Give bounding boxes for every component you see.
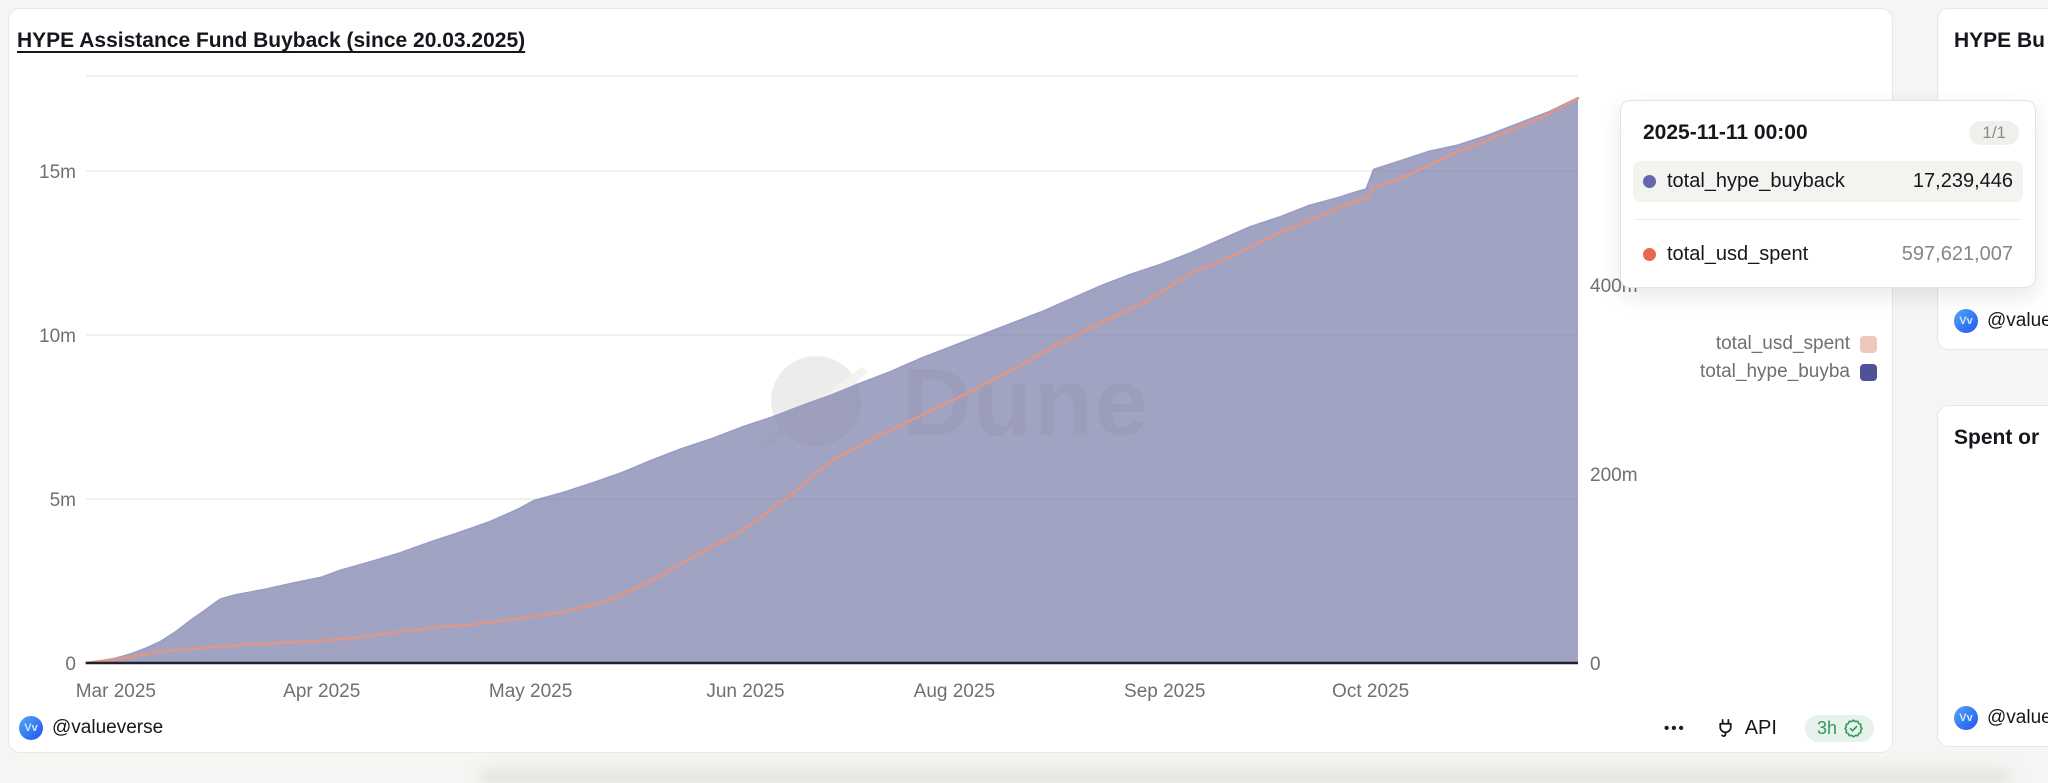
card-title[interactable]: HYPE Bu [1954, 29, 2046, 52]
tooltip-header: 2025-11-11 00:00 1/1 [1633, 119, 2023, 147]
y-left-tick-15m: 15m [39, 162, 76, 183]
line-series-total-usd-spent[interactable] [84, 97, 1580, 665]
chart-author-row: Vv @valueverse [19, 716, 163, 740]
series-value: 17,239,446 [1912, 170, 2013, 192]
tooltip-row-total-usd-spent: total_usd_spent 597,621,007 [1633, 234, 2023, 275]
author-avatar: Vv [19, 716, 43, 740]
y-left-tick-5m: 5m [50, 490, 76, 511]
chart-card-spent-on: Spent or Vv @value [1937, 405, 2048, 747]
series-label: total_hype_buyback [1667, 170, 1845, 192]
series-value: 597,621,007 [1901, 243, 2013, 265]
api-button[interactable]: API [1714, 717, 1777, 740]
legend-label: total_usd_spent [1715, 333, 1850, 354]
freshness-age: 3h [1816, 718, 1837, 738]
author-avatar: Vv [1954, 309, 1978, 333]
legend-item-total-usd-spent[interactable]: total_usd_spent [1716, 333, 1877, 355]
x-tick-Jun-2025: Jun 2025 [706, 681, 784, 702]
api-label: API [1744, 717, 1777, 739]
chart-tooltip: 2025-11-11 00:00 1/1 total_hype_buyback … [1620, 100, 2036, 288]
x-tick-Mar-2025: Mar 2025 [76, 681, 156, 702]
y-right-tick-0: 0 [1590, 654, 1601, 675]
x-tick-Aug-2025: Aug 2025 [914, 681, 995, 702]
y-right-tick-200m: 200m [1590, 465, 1638, 486]
plug-icon [1719, 719, 1732, 737]
author-handle[interactable]: @valueverse [52, 717, 164, 738]
verified-check-icon [1844, 719, 1863, 738]
author-handle[interactable]: @value [1987, 707, 2048, 728]
legend-item-total-hype-buyback[interactable]: total_hype_buyba [1700, 361, 1877, 383]
more-options-button[interactable]: ••• [1663, 720, 1686, 737]
area-series-total-hype-buyback[interactable] [86, 97, 1578, 664]
x-tick-May-2025: May 2025 [489, 681, 572, 702]
tooltip-divider [1635, 219, 2021, 220]
series-label: total_usd_spent [1667, 243, 1809, 265]
tooltip-page-indicator: 1/1 [1969, 121, 2019, 145]
x-tick-Oct-2025: Oct 2025 [1332, 681, 1409, 702]
chart-legend: total_usd_spent total_hype_buyba [1700, 333, 1877, 383]
legend-label: total_hype_buyba [1699, 361, 1850, 382]
chart-author-row: Vv @value [1954, 706, 2048, 730]
author-avatar: Vv [1954, 706, 1978, 730]
next-row-shadow [480, 771, 2010, 783]
freshness-badge[interactable]: 3h [1804, 715, 1874, 742]
tooltip-date: 2025-11-11 00:00 [1643, 121, 1808, 144]
chart-actions: ••• API 3h [1664, 715, 1874, 742]
y-left-tick-0: 0 [65, 654, 76, 675]
legend-swatch-hype [1860, 363, 1877, 381]
y-left-tick-10m: 10m [39, 326, 76, 347]
chart-author-row: Vv @value [1954, 309, 2048, 333]
card-title[interactable]: Spent or [1954, 426, 2040, 449]
series-dot-usd [1643, 248, 1656, 261]
x-tick-Sep-2025: Sep 2025 [1124, 681, 1205, 702]
legend-swatch-usd [1860, 335, 1877, 353]
chart-title-link[interactable]: HYPE Assistance Fund Buyback (since 20.0… [17, 29, 526, 52]
tooltip-row-total-hype-buyback: total_hype_buyback 17,239,446 [1633, 161, 2023, 202]
x-tick-Apr-2025: Apr 2025 [283, 681, 360, 702]
series-dot-hype [1643, 175, 1656, 188]
author-handle[interactable]: @value [1987, 310, 2048, 331]
area-edge-total-hype-buyback [85, 96, 1579, 664]
